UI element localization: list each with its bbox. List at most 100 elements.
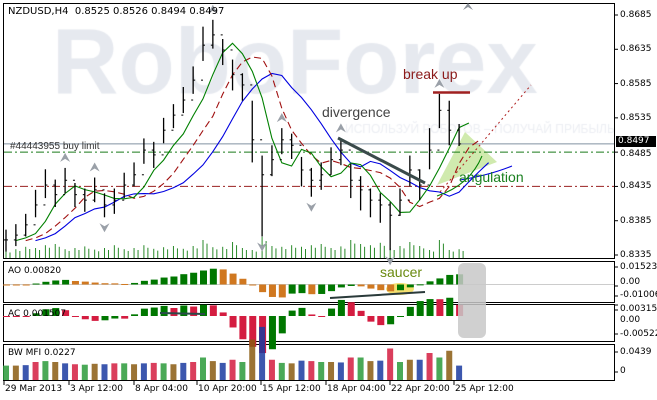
jaw-extension — [459, 165, 513, 181]
alligator-jaw-line — [35, 72, 489, 242]
ao-bar — [62, 279, 70, 285]
ao-bar — [377, 284, 385, 291]
bwmfi-bar — [397, 362, 403, 380]
fractal-down-icon — [99, 223, 110, 233]
ac-panel — [3, 304, 615, 342]
indicator-tick-label: -0.01006 — [620, 290, 657, 300]
price-tick-label: 0.8685 — [620, 10, 652, 20]
price-tick-label: 0.8635 — [620, 44, 652, 55]
indicator-tick-label: 0.00 — [620, 315, 641, 325]
indicator-tick-label: 0.0439 — [620, 347, 652, 357]
bwmfi-bar — [318, 362, 325, 380]
ac-bar — [200, 304, 207, 316]
ao-bar — [12, 284, 20, 286]
ac-bar — [170, 308, 178, 316]
ao-bar — [278, 284, 286, 298]
bwmfi-bar — [101, 364, 108, 380]
time-tick-label: 8 Apr 04:00 — [135, 384, 188, 394]
ao-divergence-line — [329, 291, 426, 299]
ao-bar — [190, 272, 198, 285]
fractal-up-icon — [276, 113, 287, 123]
bwmfi-bar — [436, 357, 443, 380]
bwmfi-bar — [347, 357, 354, 380]
projection-line — [439, 84, 532, 193]
last-price-tag: 0.8497 — [616, 136, 656, 147]
bwmfi-bar — [426, 353, 433, 380]
ac-bar — [288, 310, 296, 316]
ac-bar — [190, 306, 198, 316]
ac-bar — [121, 316, 129, 319]
ac-bar — [406, 306, 414, 316]
indicator-tick-label: 0.003155 — [620, 304, 657, 314]
ac-bar — [42, 309, 50, 316]
ac-bar — [101, 316, 109, 321]
time-tick-label: 15 Apr 12:00 — [262, 384, 321, 394]
bwmfi-bar — [22, 365, 29, 380]
ac-bar — [426, 299, 434, 316]
ao-bar — [387, 284, 395, 292]
time-tick-label: 25 Apr 12:00 — [455, 384, 514, 394]
bwmfi-bar — [12, 365, 19, 380]
bwmfi-bar — [229, 359, 236, 380]
bwmfi-bar — [209, 361, 216, 380]
bwmfi-bar — [121, 363, 128, 380]
time-tick-label: 3 Apr 12:00 — [70, 384, 123, 394]
bwmfi-bar — [298, 360, 305, 380]
ao-bar — [436, 278, 444, 285]
indicator-tick-label: -0.00522 — [620, 329, 657, 339]
ac-bar — [111, 316, 119, 319]
ao-bar — [71, 280, 79, 285]
chart-header: NZDUSD,H4 0.8525 0.8526 0.8494 0.8497 — [8, 6, 224, 18]
bwmfi-bar — [456, 365, 463, 380]
alligator-teeth-line — [25, 56, 480, 242]
bwmfi-bar — [170, 364, 177, 380]
bwmfi-bar — [200, 357, 206, 380]
ac-bar — [140, 308, 148, 316]
ac-bar — [150, 307, 158, 316]
ao-bar — [180, 274, 188, 285]
symbol-timeframe: NZDUSD,H4 — [8, 6, 69, 17]
bwmfi-bar — [357, 357, 364, 380]
ac-bar — [62, 310, 70, 316]
ac-bar — [357, 310, 365, 316]
ac-bar — [131, 314, 139, 316]
bwmfi-bar — [446, 350, 453, 380]
ao-bar — [131, 282, 139, 285]
ac-bar — [32, 313, 40, 316]
bwmfi-panel — [3, 344, 615, 381]
bwmfi-bar — [3, 365, 9, 380]
ao-bar — [367, 284, 375, 289]
main-panel — [3, 3, 615, 259]
order-line-label: #44443955 buy limit — [10, 141, 100, 152]
lips-extension — [436, 155, 483, 197]
bwmfi-bar — [288, 363, 295, 380]
ac-bar — [249, 316, 257, 347]
ac-bar — [436, 299, 444, 316]
ac-bar — [298, 307, 306, 316]
bwmfi-bar — [160, 363, 167, 380]
bwmfi-bar — [387, 348, 394, 380]
ao-bar — [249, 284, 257, 286]
bwmfi-bar — [52, 362, 59, 380]
time-tick-label: 22 Apr 20:00 — [391, 384, 450, 394]
indicator-tick-label: 0.00 — [620, 277, 641, 287]
ao-bar — [32, 283, 40, 285]
ac-bar — [229, 316, 237, 328]
bwmfi-bar — [140, 363, 147, 380]
price-tick-label: 0.8435 — [620, 181, 652, 192]
indicator-tick-label: 0 — [620, 366, 626, 376]
price-tick-label: 0.8585 — [620, 78, 652, 89]
ao-bar — [426, 281, 434, 285]
bwmfi-bar — [81, 364, 88, 380]
divergence-label: divergence — [322, 104, 391, 120]
bwmfi-bar — [416, 359, 423, 380]
ao-bar — [308, 284, 316, 295]
bwmfi-bar — [406, 359, 413, 380]
ac-bar — [81, 316, 89, 320]
ac-bar — [91, 316, 99, 321]
bwmfi-bar — [91, 363, 98, 380]
bwmfi-bar — [377, 360, 384, 380]
price-tick-label: 0.8485 — [620, 149, 652, 159]
ac-bar — [180, 305, 188, 316]
